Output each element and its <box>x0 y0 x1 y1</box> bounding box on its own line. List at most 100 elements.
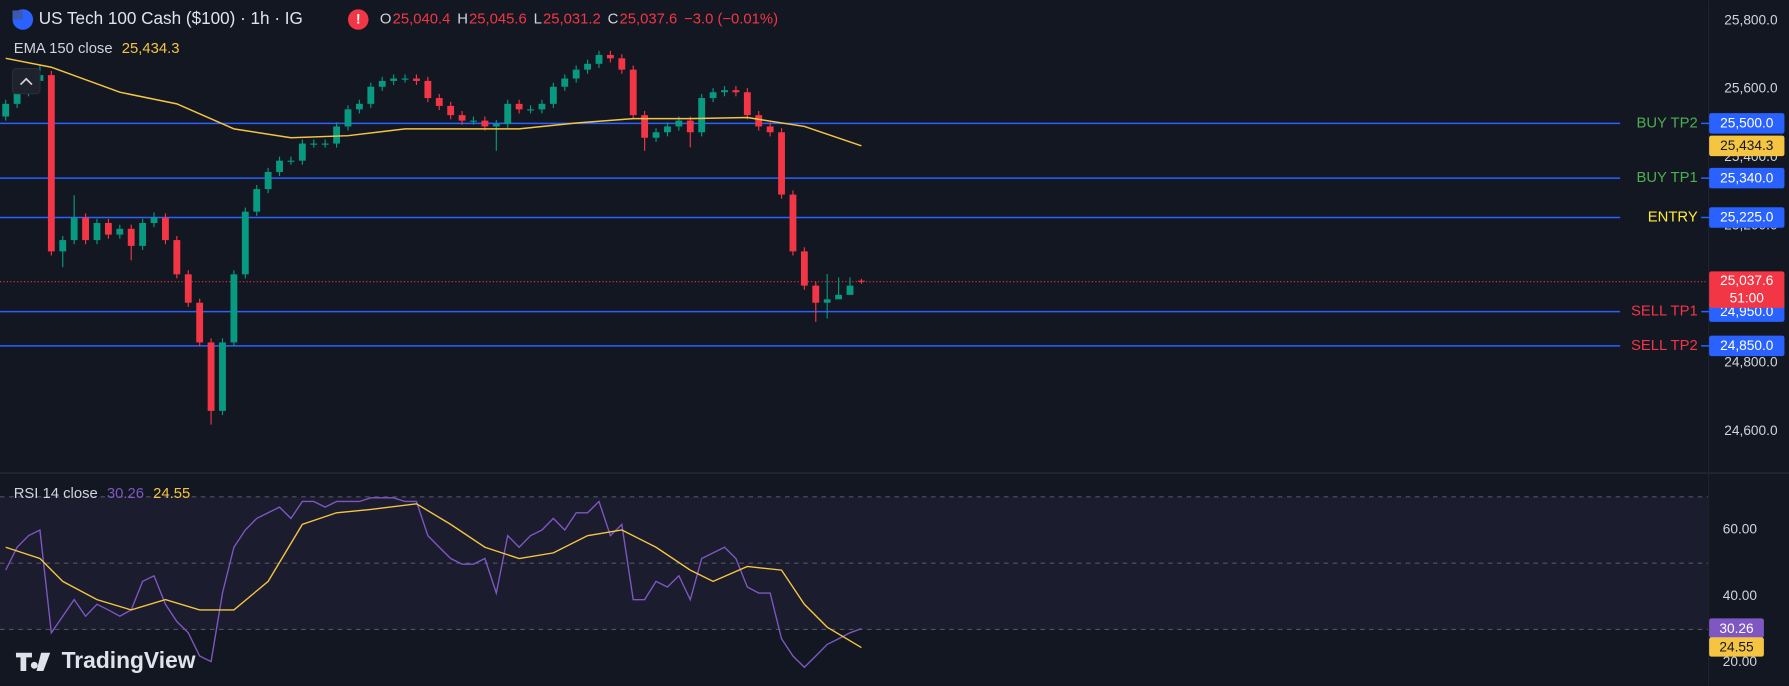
level-badge-label: 25,225.0 <box>1720 210 1774 225</box>
last-price-badge <box>1709 271 1785 308</box>
ema-legend-name: EMA 150 close <box>14 41 113 57</box>
candle-body <box>321 143 329 145</box>
candle-body <box>823 299 831 303</box>
candle-body <box>458 115 466 121</box>
candle-body <box>390 78 398 81</box>
candle-body <box>584 63 592 70</box>
candle-body <box>276 160 283 172</box>
ohlc-value: 25,040.4 <box>393 11 451 27</box>
rsi-line <box>5 497 862 669</box>
legend-layer: ! US Tech 100 Cash ($100) · 1h · IG O 25,0… <box>11 9 778 673</box>
candle-body <box>778 132 785 195</box>
rsi-badge-label: 30.26 <box>1719 621 1754 636</box>
level-name: BUY TP1 <box>1636 170 1697 186</box>
candle-body <box>230 274 238 343</box>
candle-body <box>13 92 21 104</box>
collapse-button[interactable] <box>11 68 41 95</box>
candle-body <box>549 86 557 104</box>
candle-body <box>93 222 101 241</box>
candle-body <box>755 115 763 127</box>
candle-body <box>732 90 740 93</box>
candle-body <box>196 302 204 343</box>
brand-name: TradingView <box>62 647 196 673</box>
level-badge-label: 25,340.0 <box>1720 170 1774 185</box>
rsi-tick-label: 40.00 <box>1723 588 1758 603</box>
candle-body <box>59 240 67 252</box>
candle-body <box>70 217 78 241</box>
level-badge <box>1709 335 1785 357</box>
y-tick-label: 25,600.0 <box>1724 81 1778 96</box>
y-tick-label: 24,800.0 <box>1724 355 1778 370</box>
candle-body <box>595 54 603 64</box>
alert-mark: ! <box>356 12 361 27</box>
level-badge-label: 24,850.0 <box>1720 338 1774 353</box>
candle-body <box>219 342 226 411</box>
ohlc-key: C <box>608 11 619 27</box>
level-badge <box>1709 113 1785 134</box>
candle-body <box>835 294 843 300</box>
candle-body <box>287 160 295 162</box>
candle-body <box>857 280 865 282</box>
candle-body <box>47 75 55 252</box>
candle-body <box>139 222 147 246</box>
rsi-tick-label: 60.00 <box>1723 522 1758 537</box>
candle-body <box>184 274 192 303</box>
candle-body <box>355 103 363 110</box>
candle-body <box>344 109 352 127</box>
collapse-icon <box>19 77 33 86</box>
rsi-badge <box>1709 637 1764 657</box>
candle-body <box>606 54 614 59</box>
rsi-legend-name: RSI 14 close <box>14 486 98 502</box>
candle-body <box>470 120 477 122</box>
y-tick-label: 24,600.0 <box>1724 423 1778 438</box>
ohlc-value: 25,037.6 <box>619 11 677 27</box>
candle-body <box>618 58 626 70</box>
candle-body <box>572 69 580 79</box>
candle-body <box>812 285 820 303</box>
candle-body <box>698 98 706 133</box>
candle-body <box>150 217 158 223</box>
ohlc-key: H <box>457 11 468 27</box>
level-name: ENTRY <box>1648 209 1698 225</box>
level-badge <box>1709 207 1785 228</box>
candle-body <box>641 115 649 138</box>
candle-body <box>766 126 774 133</box>
candle-body <box>743 92 751 116</box>
candle-body <box>789 194 797 252</box>
chart-title: US Tech 100 Cash ($100) · 1h · IG <box>39 9 303 28</box>
candle-body <box>310 143 318 145</box>
candle-body <box>561 78 569 87</box>
ema-badge-label: 25,434.3 <box>1720 138 1774 153</box>
candle-body <box>253 189 261 212</box>
candle-body <box>846 285 854 295</box>
candle-body <box>127 228 135 246</box>
alert-icon[interactable] <box>347 9 369 30</box>
candle-body <box>367 86 375 104</box>
candle-body <box>664 126 671 133</box>
price-change: −3.0 (−0.01%) <box>684 11 778 27</box>
ohlc-key: O <box>380 11 392 27</box>
last-price-label: 25,037.6 <box>1720 273 1774 288</box>
candle-body <box>413 78 420 81</box>
candle-body <box>721 90 728 93</box>
candle-body <box>515 103 523 110</box>
candle-body <box>264 171 272 190</box>
level-badge <box>1709 167 1785 189</box>
candle-body <box>82 217 89 241</box>
candle-body <box>435 98 443 106</box>
y-tick-label: 25,800.0 <box>1724 12 1778 27</box>
plot-layer: BUY TP2 BUY TP1 ENTRY SELL TP1 SELL TP2 <box>0 50 1710 669</box>
ema-legend-value: 25,434.3 <box>122 41 180 57</box>
ema-line <box>5 57 862 147</box>
candle-body <box>675 120 683 127</box>
rsi-badge <box>1709 618 1764 638</box>
candle-body <box>2 103 10 117</box>
level-badge-label: 25,500.0 <box>1720 116 1774 131</box>
countdown-label: 51:00 <box>1730 290 1765 305</box>
candle-body <box>686 120 694 133</box>
ema-badge <box>1709 135 1785 157</box>
candle-body <box>504 103 512 125</box>
ohlc-value: 25,045.6 <box>469 11 527 27</box>
